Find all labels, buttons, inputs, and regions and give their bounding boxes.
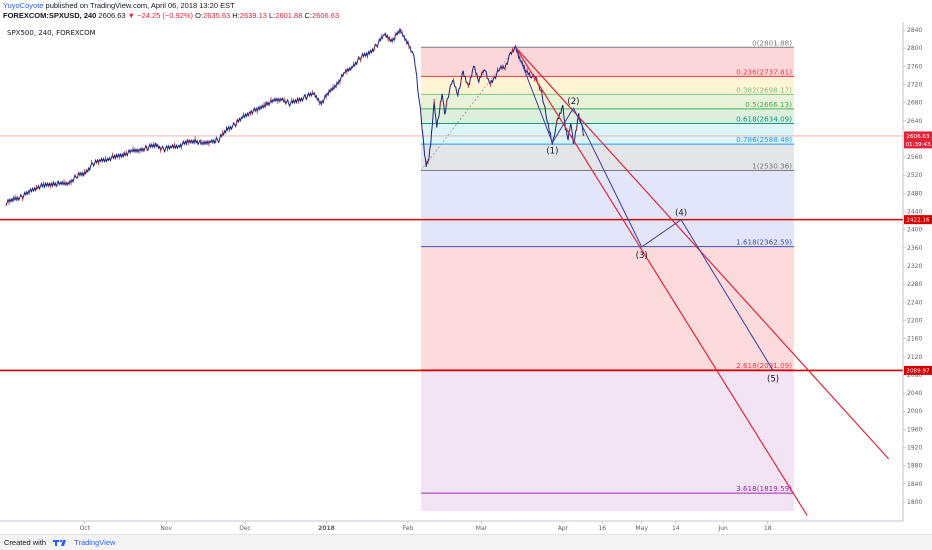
fib-zone-3: [421, 108, 795, 124]
y-tick-label: 2480: [907, 190, 922, 197]
fib-label-1.618: 1.618(2362.59): [736, 238, 792, 247]
fib-label-3.618: 3.618(1819.59): [736, 484, 792, 493]
fib-levels: 0(2801.88) 0.236(2737.81) 0.382(2698.17) 0.…: [420, 38, 795, 494]
price-change: ▼ −24.25 (−0.92%): [127, 10, 194, 20]
current-price-label: 2606.63: [906, 134, 930, 140]
x-tick-label: 16: [598, 525, 606, 532]
price-axis: 1800 1840 1880 1920 1960 2000 2040 2080 2120 2160…: [902, 18, 932, 521]
level-tag: [904, 215, 932, 225]
x-tick-label: Jun: [717, 525, 728, 532]
y-tick-label: 2640: [907, 118, 922, 125]
price-line: [5, 28, 585, 207]
wave-label: (1): [546, 147, 558, 157]
wave-label: (5): [767, 374, 779, 384]
fib-zone-2: [421, 94, 795, 109]
y-tick-label: 1840: [907, 481, 922, 488]
fib-label-0.5: 0.5(2666.13): [745, 100, 792, 109]
y-tick-label: 2120: [907, 354, 922, 361]
y-tick-label: 2320: [907, 263, 922, 270]
y-tick-label: 2840: [907, 27, 922, 34]
fib-zone-6: [421, 170, 795, 247]
wave-label: (4): [675, 209, 687, 219]
publish-info: published on TradingView.com, April 06, …: [45, 1, 235, 10]
price-axis-bg: [903, 18, 932, 521]
y-tick-label: 1960: [907, 426, 922, 433]
y-tick-label: 2520: [907, 172, 922, 179]
ohlc-line: FOREXCOM:SPXUSD, 240 2606.63 ▼ −24.25 (−…: [3, 11, 932, 21]
fib-label-1: 1(2530.36): [752, 162, 792, 171]
y-tick-label: 2200: [907, 317, 922, 324]
close-value: 2606.63: [312, 10, 340, 20]
channel-line-0: [515, 46, 808, 516]
low-label: L:: [269, 10, 276, 20]
chart-legend: SPX500, 240, FOREXCOM: [7, 29, 96, 37]
author-link[interactable]: YuyoCoyote: [3, 1, 44, 10]
wave-label: (2): [567, 97, 579, 107]
y-tick-label: 2160: [907, 336, 922, 343]
x-tick-label: Nov: [160, 525, 172, 532]
y-tick-label: 2280: [907, 281, 922, 288]
level-tag-label: 2422.16: [906, 218, 930, 224]
x-tick-label: Oct: [80, 525, 91, 532]
fib-zone-7: [421, 246, 795, 370]
x-tick-label: 18: [764, 525, 772, 532]
created-with-text: Created with: [4, 538, 47, 547]
fib-zone-8: [421, 369, 795, 512]
time-axis: Oct Nov Dec 2018 Feb Mar Apr 16 May 14 Jun 18: [0, 520, 932, 534]
symbol-label[interactable]: FOREXCOM:SPXUSD, 240: [3, 10, 97, 20]
high-label: H:: [232, 10, 240, 20]
close-label: C:: [304, 10, 313, 20]
footer-bar: Created with TradingView: [0, 534, 932, 550]
elliott-waves: (1) (2) (3) (4) (5): [515, 47, 779, 384]
time-axis-bg: [0, 521, 932, 534]
high-value: 2639.13: [239, 10, 267, 20]
candle-countdown-label: 01:39:43: [905, 142, 931, 148]
x-tick-label: Mar: [476, 525, 488, 532]
fib-label-2.618: 2.618(2091.09): [736, 361, 792, 370]
fib-label-0.382: 0.382(2698.17): [736, 85, 792, 94]
level-tag-label: 2089.97: [906, 368, 930, 374]
y-tick-label: 2000: [907, 408, 922, 415]
level-tag: [904, 365, 932, 375]
x-tick-label: 14: [672, 525, 680, 532]
last-price: 2606.63: [98, 10, 126, 20]
y-tick-label: 2760: [907, 63, 922, 70]
y-tick-label: 2040: [907, 390, 922, 397]
chart-header: YuyoCoyote published on TradingView.com,…: [0, 0, 932, 22]
current-price-tag: [904, 131, 932, 149]
fib-label-0.786: 0.786(2588.48): [736, 135, 792, 144]
fib-label-0.236: 0.236(2737.81): [736, 67, 792, 76]
fib-label-0.618: 0.618(2634.09): [736, 114, 792, 123]
y-tick-label: 2240: [907, 299, 922, 306]
price-chart[interactable]: 0(2801.88) 0.236(2737.81) 0.382(2698.17) 0.…: [0, 0, 932, 534]
low-value: 2601.88: [275, 10, 303, 20]
wave-path: [515, 47, 774, 371]
x-tick-label: 2018: [318, 525, 335, 532]
x-tick-label: Apr: [558, 525, 569, 532]
y-tick-label: 2400: [907, 227, 922, 234]
fib-label-0: 0(2801.88): [752, 38, 792, 47]
x-tick-label: Feb: [403, 525, 414, 532]
wave-label: (3): [636, 251, 648, 261]
y-tick-label: 2360: [907, 245, 922, 252]
tradingview-logo-icon: [53, 539, 67, 547]
y-tick-label: 1800: [907, 499, 922, 506]
fib-zone-4: [421, 123, 795, 145]
y-tick-label: 1920: [907, 445, 922, 452]
x-tick-label: Dec: [239, 525, 251, 532]
fib-zone-1: [421, 76, 795, 95]
y-tick-label: 2720: [907, 81, 922, 88]
y-tick-label: 2080: [907, 372, 922, 379]
open-label: O:: [195, 10, 204, 20]
publish-line: YuyoCoyote published on TradingView.com,…: [3, 1, 932, 11]
open-value: 2635.63: [203, 10, 231, 20]
price-series: [5, 28, 585, 207]
tradingview-link[interactable]: TradingView: [74, 538, 116, 547]
x-tick-label: May: [635, 525, 648, 532]
y-tick-label: 2560: [907, 154, 922, 161]
y-tick-label: 2680: [907, 100, 922, 107]
y-tick-label: 2440: [907, 209, 922, 216]
y-tick-label: 1880: [907, 463, 922, 470]
y-tick-label: 2800: [907, 45, 922, 52]
